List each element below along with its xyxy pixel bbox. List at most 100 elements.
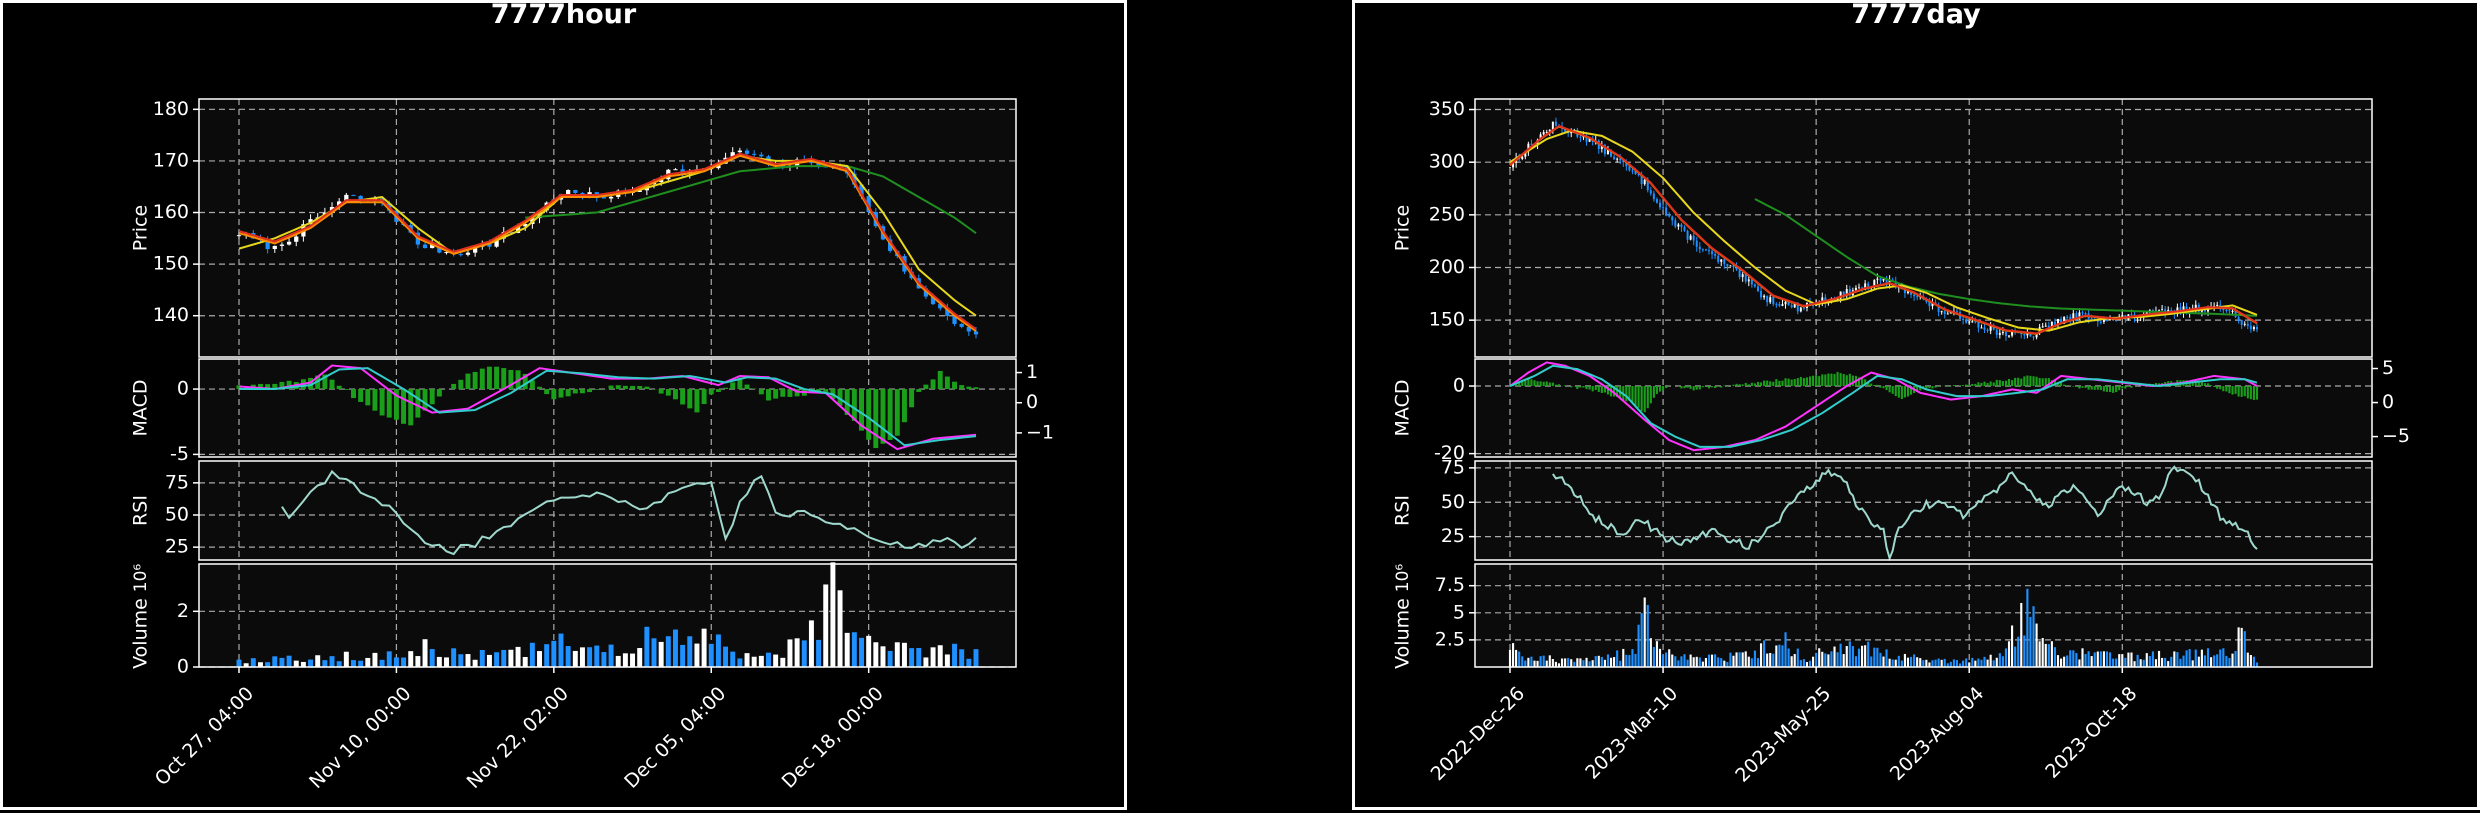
macd-histogram-bar bbox=[1530, 379, 1532, 386]
volume-bar bbox=[458, 654, 463, 667]
macd-histogram-bar bbox=[358, 389, 363, 402]
volume-bar bbox=[1653, 647, 1655, 667]
volume-bar bbox=[2017, 637, 2019, 667]
volume-bar bbox=[1604, 660, 1606, 667]
volume-bar bbox=[2097, 652, 2099, 667]
volume-bar bbox=[2137, 655, 2139, 667]
volume-bar bbox=[1818, 648, 1820, 667]
volume-bar bbox=[1925, 660, 1927, 667]
macd-histogram-bar bbox=[1570, 386, 1572, 387]
volume-bar bbox=[2023, 635, 2025, 667]
volume-bar bbox=[1543, 656, 1545, 667]
volume-bar bbox=[680, 645, 685, 667]
macd-histogram-bar bbox=[630, 386, 635, 389]
macd-histogram-bar bbox=[337, 386, 342, 389]
volume-bar bbox=[1867, 642, 1869, 667]
candle-body bbox=[2005, 332, 2007, 336]
volume-bar bbox=[1536, 661, 1538, 667]
macd-histogram-bar bbox=[609, 386, 614, 390]
candle-body bbox=[1723, 259, 1725, 263]
macd-ylabel: MACD bbox=[1392, 380, 1414, 437]
macd-histogram-bar bbox=[1824, 374, 1826, 386]
volume-bar bbox=[1705, 658, 1707, 667]
volume-bar bbox=[2045, 644, 2047, 667]
volume-bar bbox=[1800, 660, 1802, 667]
y-tick-label: 140 bbox=[153, 304, 189, 326]
macd-histogram-bar bbox=[494, 367, 499, 389]
volume-bar bbox=[1809, 661, 1811, 667]
volume-bar bbox=[2032, 606, 2034, 667]
macd-histogram-bar bbox=[430, 389, 435, 404]
volume-bar bbox=[1595, 656, 1597, 667]
y-tick-label-right: 0 bbox=[2382, 391, 2394, 413]
macd-histogram-bar bbox=[2026, 375, 2028, 386]
volume-bar bbox=[1751, 658, 1753, 667]
macd-histogram-bar bbox=[1748, 384, 1750, 386]
macd-histogram-bar bbox=[1579, 386, 1581, 388]
macd-histogram-bar bbox=[1585, 386, 1587, 389]
macd-histogram-bar bbox=[974, 387, 979, 389]
volume-ylabel: Volume bbox=[130, 598, 152, 669]
macd-histogram-bar bbox=[1818, 376, 1820, 386]
macd-histogram-bar bbox=[773, 389, 778, 399]
macd-histogram-bar bbox=[1772, 382, 1774, 386]
macd-histogram-bar bbox=[1987, 383, 1989, 386]
candle-body bbox=[2225, 310, 2227, 311]
candle-body bbox=[1879, 279, 1881, 281]
volume-bar bbox=[2140, 659, 2142, 667]
volume-bar bbox=[1638, 625, 1640, 667]
macd-histogram-bar bbox=[766, 389, 771, 400]
y-tick-label: 5 bbox=[1453, 601, 1465, 623]
volume-bar bbox=[372, 653, 377, 667]
macd-histogram-bar bbox=[1852, 376, 1854, 386]
volume-bar bbox=[752, 657, 757, 667]
volume-bar bbox=[2152, 651, 2154, 667]
macd-histogram-bar bbox=[451, 384, 456, 389]
x-tick-label: Dec 18, 00:00 bbox=[778, 683, 888, 793]
volume-bar bbox=[1934, 660, 1936, 667]
candle-body bbox=[1717, 256, 1719, 262]
volume-bar bbox=[659, 642, 664, 667]
volume-bar bbox=[1855, 656, 1857, 667]
macd-histogram-bar bbox=[1907, 386, 1909, 396]
volume-bar bbox=[1754, 651, 1756, 667]
volume-bar bbox=[1913, 654, 1915, 667]
volume-bar bbox=[1757, 658, 1759, 667]
candle-body bbox=[1631, 170, 1633, 171]
volume-bar bbox=[1788, 649, 1790, 667]
volume-bar bbox=[516, 647, 521, 667]
volume-bar bbox=[1711, 655, 1713, 667]
volume-bar bbox=[423, 639, 428, 667]
macd-histogram-bar bbox=[1732, 385, 1734, 386]
volume-bar bbox=[1613, 657, 1615, 667]
candle-body bbox=[673, 169, 677, 170]
macd-histogram-bar bbox=[1996, 380, 1998, 386]
candle-body bbox=[752, 154, 756, 155]
volume-bar bbox=[2072, 650, 2074, 667]
volume-bar bbox=[272, 656, 277, 667]
volume-bar bbox=[237, 660, 242, 667]
volume-bar bbox=[2238, 627, 2240, 667]
volume-bar bbox=[1941, 660, 1943, 667]
volume-bar bbox=[2069, 650, 2071, 667]
candle-body bbox=[1696, 241, 1698, 247]
volume-bar bbox=[1815, 653, 1817, 667]
candle-body bbox=[1803, 308, 1805, 309]
candle-body bbox=[1858, 288, 1860, 289]
volume-bar bbox=[2189, 649, 2191, 667]
volume-bar bbox=[1729, 653, 1731, 667]
macd-histogram-bar bbox=[437, 389, 442, 396]
volume-bar bbox=[773, 655, 778, 667]
volume-bar bbox=[601, 652, 606, 667]
candle-body bbox=[1729, 265, 1731, 266]
candle-body bbox=[1980, 328, 1982, 329]
volume-bar bbox=[2057, 655, 2059, 667]
macd-histogram-bar bbox=[895, 389, 900, 436]
candle-body bbox=[1543, 132, 1545, 134]
macd-histogram-bar bbox=[1840, 373, 1842, 386]
candle-body bbox=[1671, 217, 1673, 221]
macd-histogram-bar bbox=[1702, 386, 1704, 387]
macd-histogram-bar bbox=[909, 389, 914, 407]
volume-bar bbox=[2176, 652, 2178, 667]
